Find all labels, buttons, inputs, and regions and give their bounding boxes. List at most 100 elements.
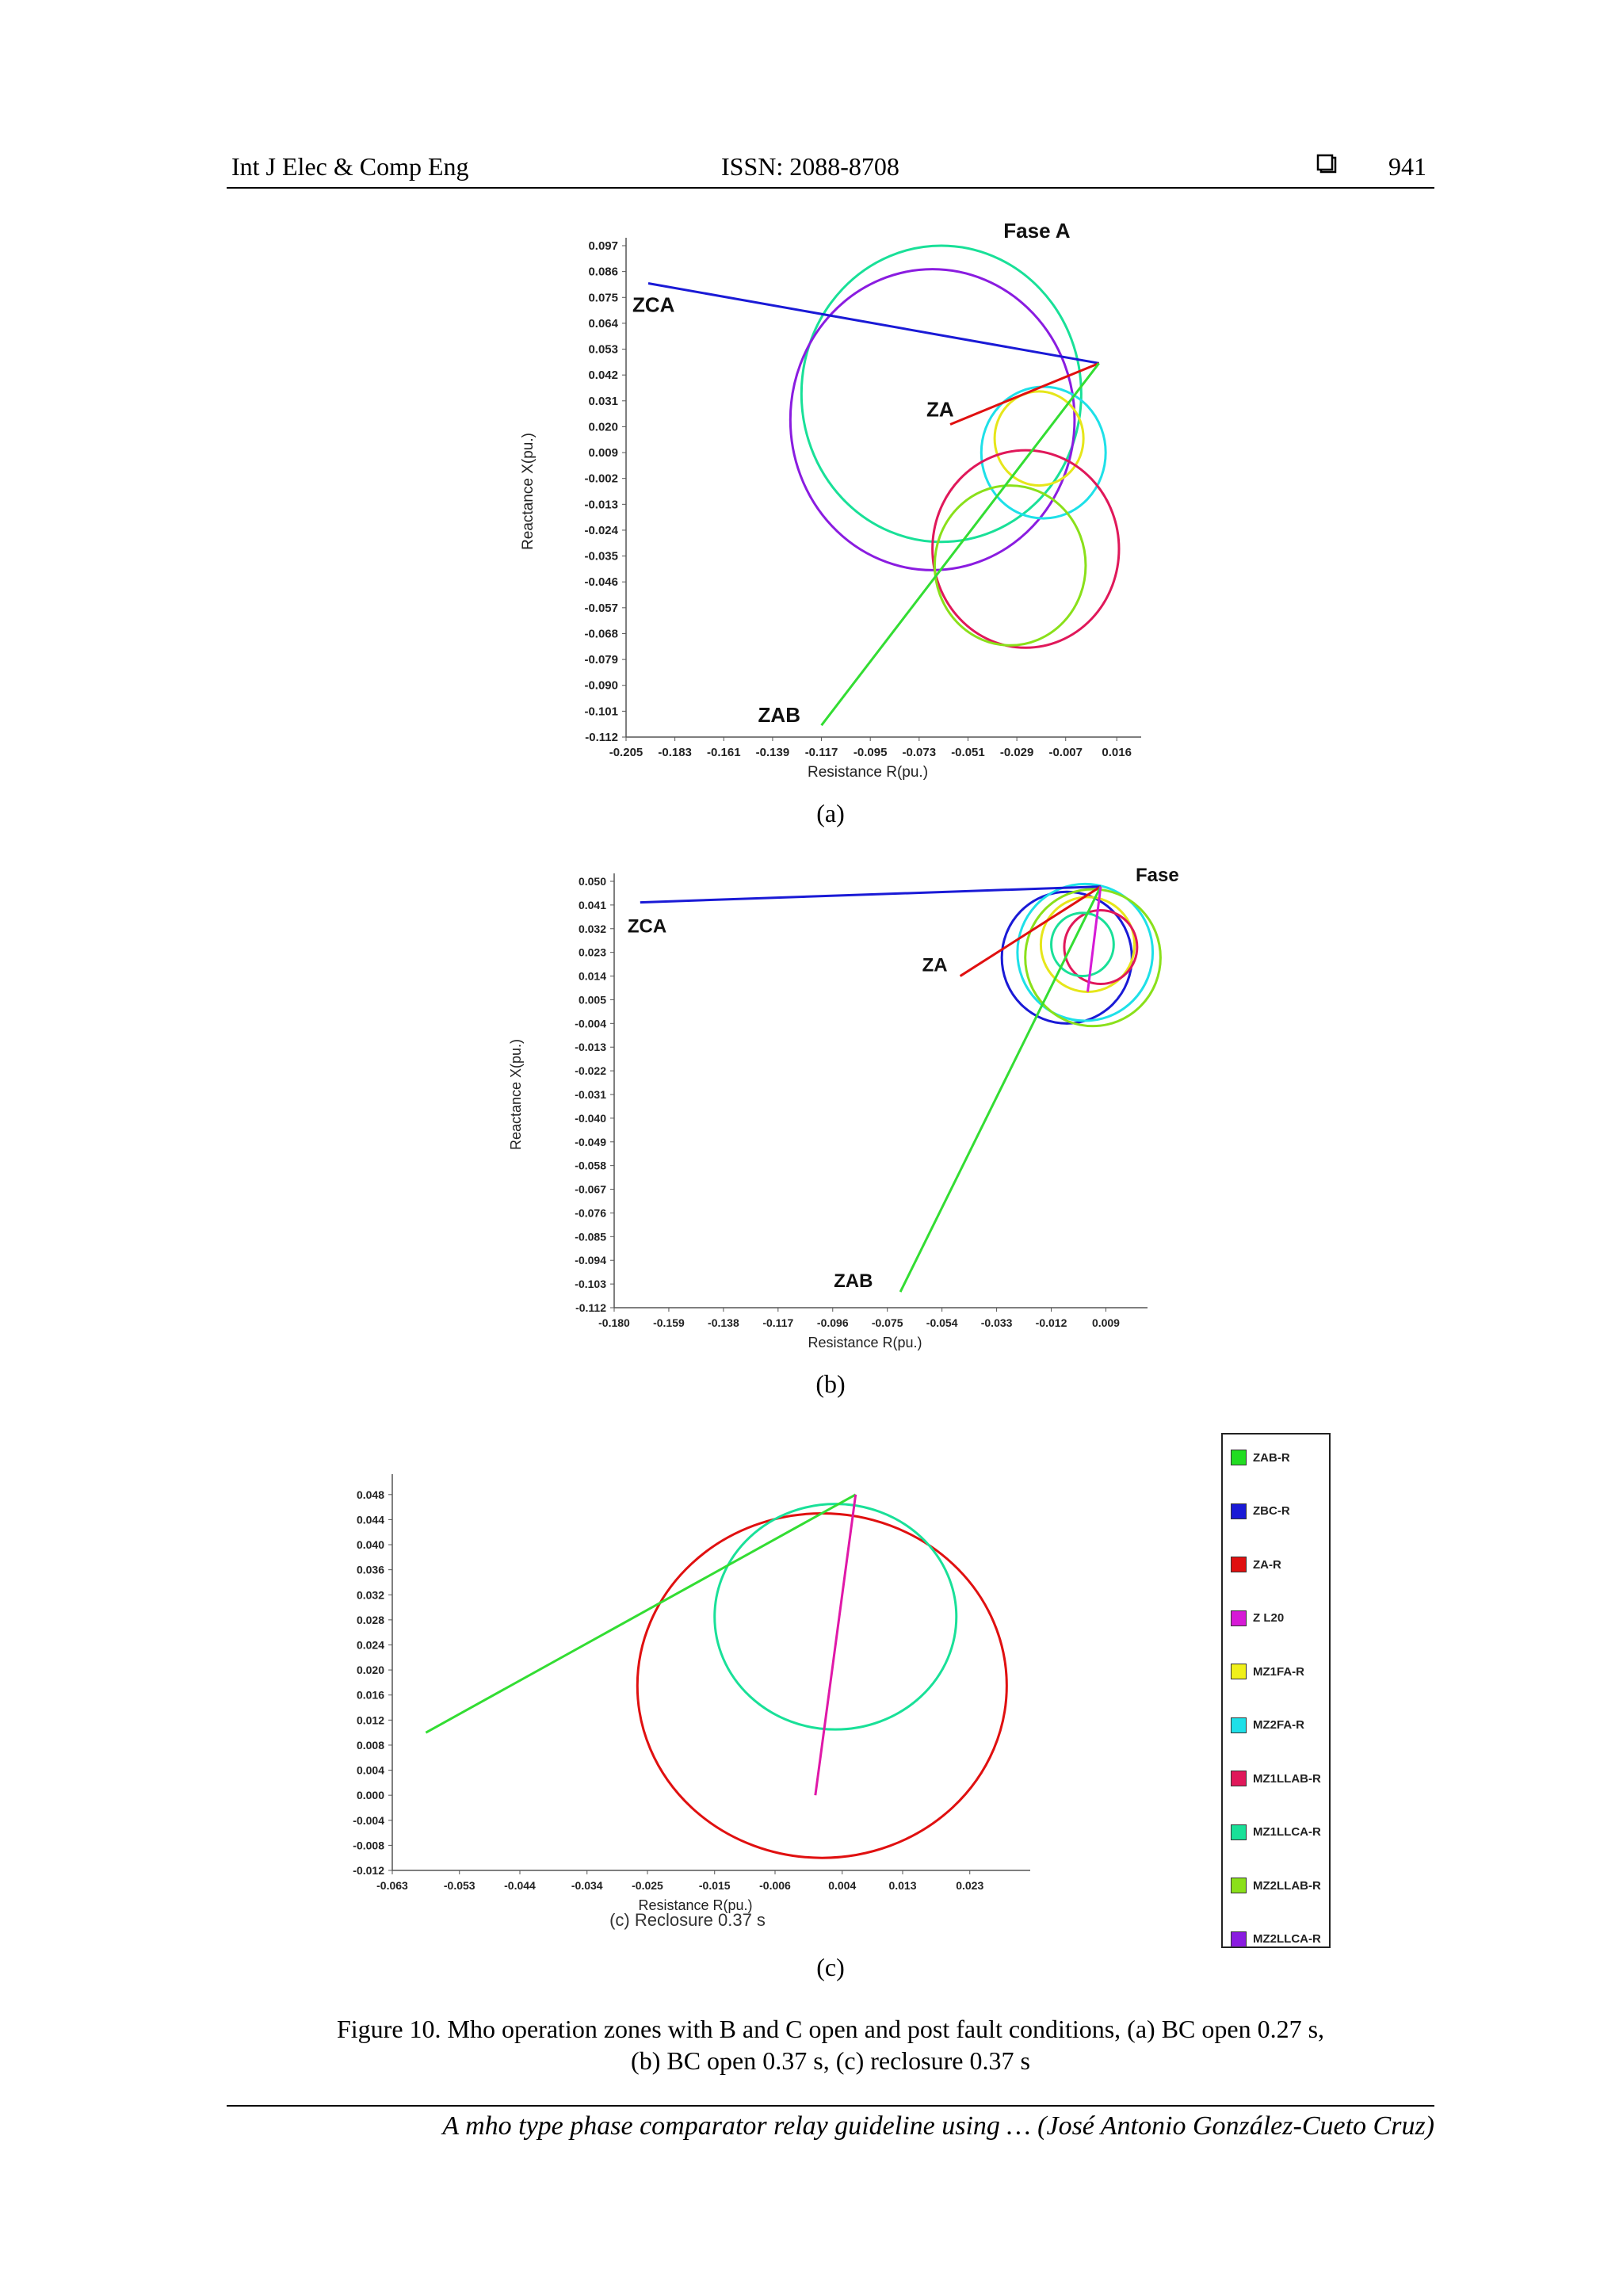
impedance-trajectory — [1086, 886, 1102, 992]
y-tick-label: -0.002 — [584, 472, 618, 486]
y-tick-label: -0.112 — [585, 731, 618, 744]
y-tick-label: -0.090 — [584, 679, 618, 693]
impedance-trajectory — [820, 362, 1100, 727]
y-tick-label: 0.000 — [357, 1789, 384, 1801]
x-tick-label: -0.117 — [762, 1316, 793, 1329]
mho-circle — [931, 449, 1121, 649]
legend-label: MZ2LLCA-R — [1253, 1932, 1321, 1946]
mho-circle — [713, 1503, 958, 1731]
x-tick-label: -0.034 — [571, 1879, 603, 1892]
x-tick-label: -0.159 — [653, 1316, 685, 1329]
chart-c: 0.048 0.044 0.040 0.036 0.032 0.028 0.024 0.020… — [353, 1474, 1030, 1930]
y-tick-label: -0.013 — [575, 1041, 606, 1053]
x-axis-label: Resistance R(pu.) — [808, 764, 928, 781]
y-tick-label: 0.009 — [588, 446, 618, 460]
journal-name: Int J Elec & Comp Eng — [231, 152, 469, 181]
x-tick-label: -0.205 — [609, 746, 643, 759]
y-tick-label: 0.042 — [588, 369, 618, 382]
x-tick-label: 0.013 — [888, 1879, 916, 1892]
impedance-trajectory — [899, 885, 1102, 1293]
legend-label: ZBC-R — [1253, 1504, 1290, 1518]
y-tick-label: 0.075 — [588, 291, 618, 304]
legend-swatch — [1231, 1878, 1247, 1893]
y-tick-label: 0.032 — [357, 1588, 384, 1601]
y-tick-label: -0.035 — [584, 550, 618, 563]
x-tick-label: -0.075 — [872, 1316, 903, 1329]
legend-swatch — [1231, 1450, 1247, 1465]
y-tick-label: -0.058 — [575, 1159, 606, 1172]
y-tick-label: 0.004 — [357, 1764, 384, 1777]
x-tick-label: -0.096 — [817, 1316, 849, 1329]
y-tick-label: -0.079 — [584, 653, 618, 667]
y-tick-label: 0.005 — [579, 993, 606, 1006]
footer-text: A mho type phase comparator relay guidel… — [442, 2111, 1434, 2141]
y-tick-label: -0.024 — [584, 524, 618, 537]
x-tick-label: -0.012 — [1036, 1316, 1067, 1329]
y-tick-label: 0.024 — [357, 1638, 384, 1651]
trace-annotation: ZAB — [834, 1270, 873, 1292]
figure-caption-line2: (b) BC open 0.37 s, (c) reclosure 0.37 s — [631, 2046, 1030, 2075]
y-tick-label: -0.049 — [575, 1136, 606, 1148]
y-tick-label: -0.004 — [353, 1814, 384, 1827]
trace-annotation: ZCA — [632, 292, 675, 316]
y-tick-label: -0.022 — [575, 1064, 606, 1077]
square-bullet-icon — [1316, 151, 1338, 180]
y-tick-label: 0.036 — [357, 1564, 384, 1576]
mho-circle — [1050, 911, 1115, 978]
mho-circle — [789, 268, 1076, 571]
y-tick-label: 0.044 — [357, 1513, 384, 1526]
x-tick-label: -0.180 — [598, 1316, 630, 1329]
x-axis-label: Resistance R(pu.) — [638, 1897, 752, 1913]
x-tick-label: -0.095 — [854, 746, 888, 759]
x-tick-label: -0.139 — [756, 746, 790, 759]
x-tick-label: -0.007 — [1048, 746, 1083, 759]
x-tick-label: -0.161 — [707, 746, 741, 759]
x-tick-label: 0.016 — [1102, 746, 1132, 759]
y-tick-label: -0.085 — [575, 1230, 606, 1243]
x-tick-label: -0.183 — [658, 746, 692, 759]
y-tick-label: 0.031 — [588, 395, 618, 408]
legend-label: ZA-R — [1253, 1557, 1281, 1572]
y-tick-label: -0.094 — [575, 1254, 606, 1266]
y-tick-label: 0.040 — [357, 1538, 384, 1551]
header-rule — [227, 187, 1434, 189]
impedance-trajectory — [640, 885, 1101, 904]
y-tick-label: 0.064 — [588, 317, 618, 330]
y-tick-label: -0.031 — [575, 1088, 606, 1101]
subcaption-b: (b) — [815, 1370, 846, 1398]
y-tick-label: -0.068 — [584, 627, 618, 640]
x-tick-label: -0.073 — [903, 746, 937, 759]
impedance-trajectory — [949, 361, 1100, 426]
legend-label: MZ1FA-R — [1253, 1664, 1304, 1679]
figure-caption-line1: Figure 10. Mho operation zones with B an… — [336, 2015, 1325, 2043]
y-tick-label: 0.014 — [579, 970, 606, 983]
mho-circle — [1016, 882, 1155, 1022]
x-tick-label: 0.009 — [1092, 1316, 1120, 1329]
x-tick-label: -0.015 — [699, 1879, 731, 1892]
x-tick-label: -0.051 — [951, 746, 985, 759]
legend-swatch — [1231, 1931, 1247, 1947]
chart-c-legend: ZAB-R ZBC-R ZA-R Z L20 MZ1FA-R MZ2FA-R MZ1LLAB… — [1221, 1433, 1331, 1948]
legend-swatch — [1231, 1610, 1247, 1626]
x-tick-label: -0.044 — [504, 1879, 536, 1892]
legend-swatch — [1231, 1503, 1247, 1519]
chart-b: 0.050 0.041 0.032 0.023 0.014 0.005 -0.004 -0.0… — [508, 865, 1181, 1350]
legend-item: Z L20 — [1231, 1606, 1284, 1630]
legend-item: MZ1LLCA-R — [1231, 1820, 1321, 1844]
legend-label: MZ1LLAB-R — [1253, 1771, 1321, 1786]
trace-annotation: ZA — [922, 955, 948, 976]
y-tick-label: 0.008 — [357, 1739, 384, 1752]
legend-swatch — [1231, 1664, 1247, 1679]
y-tick-label: 0.097 — [588, 239, 618, 253]
y-tick-label: 0.020 — [588, 420, 618, 434]
x-tick-label: -0.025 — [632, 1879, 663, 1892]
x-tick-label: -0.006 — [759, 1879, 791, 1892]
footer-rule — [227, 2105, 1434, 2107]
legend-swatch — [1231, 1824, 1247, 1840]
impedance-trajectory — [647, 281, 1100, 365]
x-tick-label: -0.117 — [805, 746, 838, 759]
x-tick-label: -0.054 — [926, 1316, 958, 1329]
y-tick-label: 0.041 — [579, 899, 606, 911]
y-tick-label: -0.057 — [584, 602, 618, 615]
y-axis-label: Reactance X(pu.) — [508, 1039, 524, 1150]
